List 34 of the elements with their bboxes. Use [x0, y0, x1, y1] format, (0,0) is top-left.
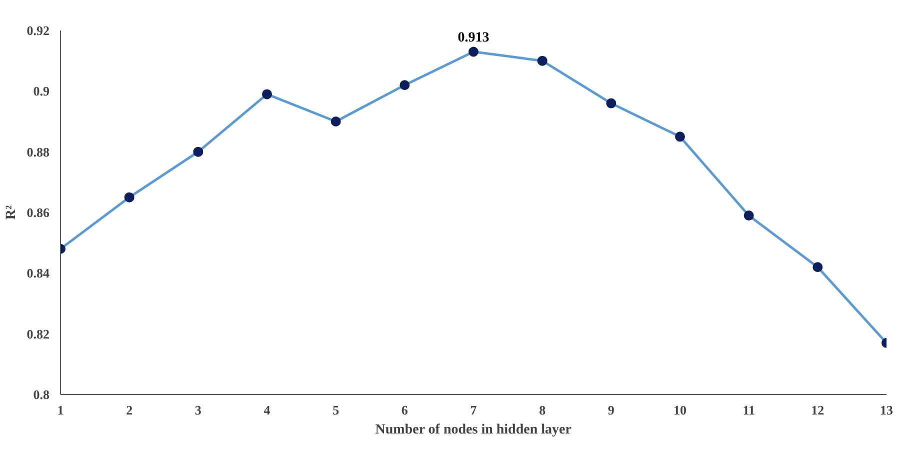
y-tick-label: 0.84 — [26, 266, 50, 281]
y-tick-label: 0.8 — [33, 387, 50, 402]
point — [606, 98, 616, 108]
y-tick-label: 0.92 — [26, 23, 50, 38]
point — [330, 116, 341, 126]
y-tick-label: 0.82 — [26, 326, 50, 342]
point — [675, 132, 685, 142]
x-tick-label: 1 — [57, 402, 64, 418]
x-axis-title: Number of nodes in hidden layer — [375, 422, 572, 438]
point — [744, 210, 754, 221]
point — [468, 46, 478, 57]
x-tick-label: 10 — [674, 402, 686, 418]
x-tick-label: 12 — [811, 402, 824, 418]
x-tick-label: 8 — [539, 402, 546, 418]
y-tick-label: 0.88 — [26, 144, 50, 160]
x-tick-label: 4 — [264, 402, 271, 418]
x-tick-label: 7 — [470, 402, 478, 418]
point — [124, 192, 134, 202]
x-tick-label: 9 — [608, 402, 615, 418]
x-tick-label: 5 — [332, 402, 340, 418]
point — [193, 146, 204, 157]
point — [400, 80, 410, 90]
y-tick-label: 0.9 — [33, 84, 50, 99]
x-tick-label: 6 — [401, 402, 408, 418]
x-tick-label: 3 — [194, 402, 202, 418]
y-axis-title: R² — [4, 205, 19, 220]
y-tick-label: 0.86 — [26, 205, 50, 220]
x-tick-label: 13 — [880, 402, 894, 418]
x-tick-label: 11 — [742, 402, 755, 418]
point — [812, 262, 823, 272]
data-label: 0.913 — [458, 30, 490, 46]
point — [537, 56, 548, 66]
point — [262, 89, 272, 100]
x-tick-label: 2 — [126, 402, 133, 418]
